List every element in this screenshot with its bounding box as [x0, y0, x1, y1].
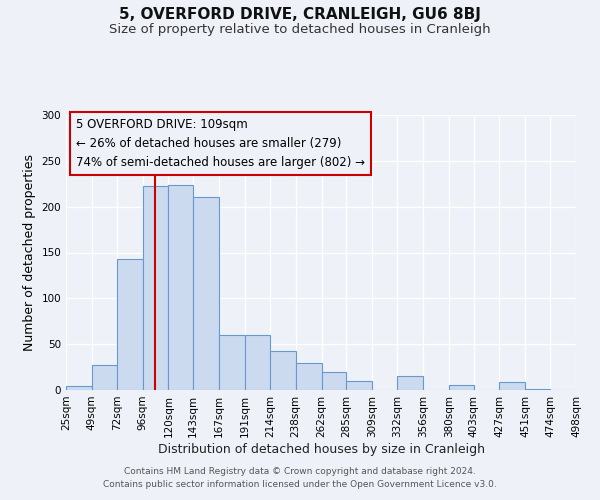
Bar	[449, 386, 473, 390]
Bar	[143, 186, 169, 390]
Bar	[397, 376, 423, 390]
Bar	[116, 259, 143, 390]
Bar	[499, 382, 526, 390]
Bar	[526, 389, 550, 390]
Bar	[219, 335, 245, 390]
Bar	[193, 198, 219, 390]
Text: 5, OVERFORD DRIVE, CRANLEIGH, GU6 8BJ: 5, OVERFORD DRIVE, CRANLEIGH, GU6 8BJ	[119, 8, 481, 22]
Y-axis label: Number of detached properties: Number of detached properties	[23, 154, 36, 351]
Bar	[92, 365, 116, 390]
Bar	[169, 184, 193, 390]
Text: 5 OVERFORD DRIVE: 109sqm
← 26% of detached houses are smaller (279)
74% of semi-: 5 OVERFORD DRIVE: 109sqm ← 26% of detach…	[76, 118, 365, 169]
Bar	[346, 381, 372, 390]
Text: Contains HM Land Registry data © Crown copyright and database right 2024.: Contains HM Land Registry data © Crown c…	[124, 467, 476, 476]
Bar	[245, 335, 270, 390]
Text: Distribution of detached houses by size in Cranleigh: Distribution of detached houses by size …	[157, 442, 485, 456]
Text: Size of property relative to detached houses in Cranleigh: Size of property relative to detached ho…	[109, 22, 491, 36]
Text: Contains public sector information licensed under the Open Government Licence v3: Contains public sector information licen…	[103, 480, 497, 489]
Bar	[66, 386, 92, 390]
Bar	[296, 362, 322, 390]
Bar	[322, 372, 346, 390]
Bar	[270, 350, 296, 390]
